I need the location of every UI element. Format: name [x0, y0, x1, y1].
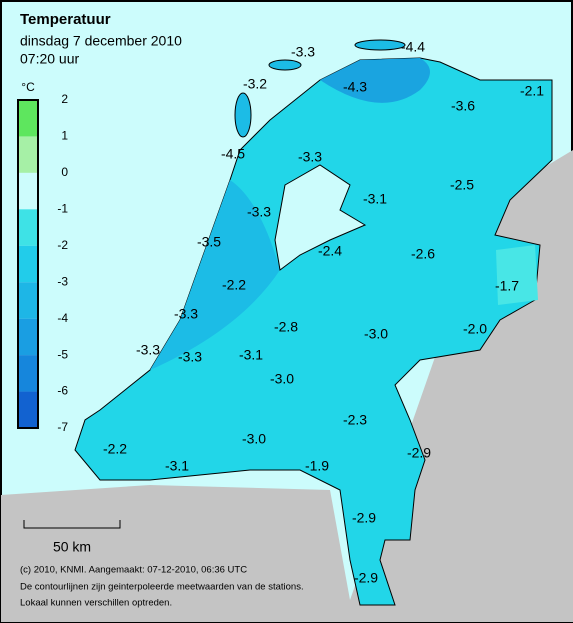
- footer: (c) 2010, KNMI. Aangemaakt: 07-12-2010, …: [20, 565, 247, 576]
- legend-swatch: [18, 136, 38, 173]
- station-value: -2.4: [318, 243, 342, 259]
- island: [354, 39, 406, 51]
- legend-unit: °C: [21, 80, 35, 94]
- legend: 2 1 0 -1 -2 -3 -4 -5 -6 -7: [17, 92, 68, 434]
- island: [234, 92, 252, 138]
- station-value: -4.3: [343, 79, 367, 95]
- station-value: -3.6: [451, 98, 475, 114]
- station-value: -2.8: [274, 319, 298, 335]
- station-value: -2.0: [463, 321, 487, 337]
- ijsselmeer: [274, 164, 367, 271]
- time: 07:20 uur: [20, 51, 79, 67]
- legend-swatch: [18, 391, 38, 428]
- station-value: -3.1: [363, 191, 387, 207]
- station-value: -3.1: [165, 458, 189, 474]
- station-value: -3.3: [298, 149, 322, 165]
- legend-tick-label: -2: [57, 238, 68, 252]
- legend-swatch: [18, 209, 38, 246]
- legend-tick-label: 2: [61, 92, 68, 106]
- legend-tick-label: -4: [57, 311, 68, 325]
- station-value: -2.9: [354, 570, 378, 586]
- station-value: -3.3: [178, 349, 202, 365]
- legend-tick-label: -7: [57, 420, 68, 434]
- station-value: -3.0: [364, 326, 388, 342]
- legend-swatch: [18, 318, 38, 356]
- netherlands: [74, 57, 553, 606]
- station-value: -3.3: [136, 342, 160, 358]
- station-value: -2.6: [411, 246, 435, 262]
- scale-label: 50 km: [53, 539, 91, 555]
- station-value: -3.2: [243, 76, 267, 92]
- footer: De contourlijnen zijn geinterpoleerde me…: [20, 582, 304, 593]
- station-value: -2.9: [407, 445, 431, 461]
- scale-bar: [23, 520, 121, 529]
- legend-tick-label: -5: [57, 347, 68, 361]
- warm-zone: [496, 245, 538, 305]
- land-abroad: [1, 150, 573, 622]
- station-value: -1.9: [305, 458, 329, 474]
- legend-tick-label: 1: [61, 129, 68, 143]
- legend-swatch: [18, 100, 38, 137]
- legend-tick-label: -6: [57, 384, 68, 398]
- station-value: -3.3: [174, 306, 198, 322]
- station-value: -2.1: [520, 83, 544, 99]
- legend-tick-label: -1: [57, 202, 68, 216]
- cold-zone: [150, 180, 280, 370]
- station-value: -2.3: [343, 412, 367, 428]
- station-value: -2.2: [103, 441, 127, 457]
- cold-zone: [320, 58, 430, 103]
- station-value: -4.4: [401, 39, 425, 55]
- station-value: -1.7: [495, 278, 519, 294]
- legend-tick-label: 0: [61, 165, 68, 179]
- station-value: -2.5: [450, 177, 474, 193]
- station-value: -3.0: [270, 371, 294, 387]
- station-value: -4.5: [221, 146, 245, 162]
- legend-swatch: [18, 172, 38, 210]
- date: dinsdag 7 december 2010: [20, 33, 182, 49]
- legend-frame: [17, 99, 39, 429]
- legend-swatch: [18, 245, 38, 283]
- station-value: -3.5: [197, 234, 221, 250]
- station-value: -2.9: [352, 510, 376, 526]
- footer: Lokaal kunnen verschillen optreden.: [20, 598, 172, 609]
- station-value: -3.0: [242, 431, 266, 447]
- station-value: -3.3: [291, 44, 315, 60]
- station-value: -3.1: [239, 347, 263, 363]
- legend-swatch: [18, 282, 38, 319]
- island: [268, 59, 302, 71]
- station-value: -2.2: [222, 277, 246, 293]
- title: Temperatuur: [20, 11, 111, 28]
- legend-swatch: [18, 355, 38, 392]
- legend-tick-label: -3: [57, 274, 68, 288]
- station-value: -3.3: [247, 204, 271, 220]
